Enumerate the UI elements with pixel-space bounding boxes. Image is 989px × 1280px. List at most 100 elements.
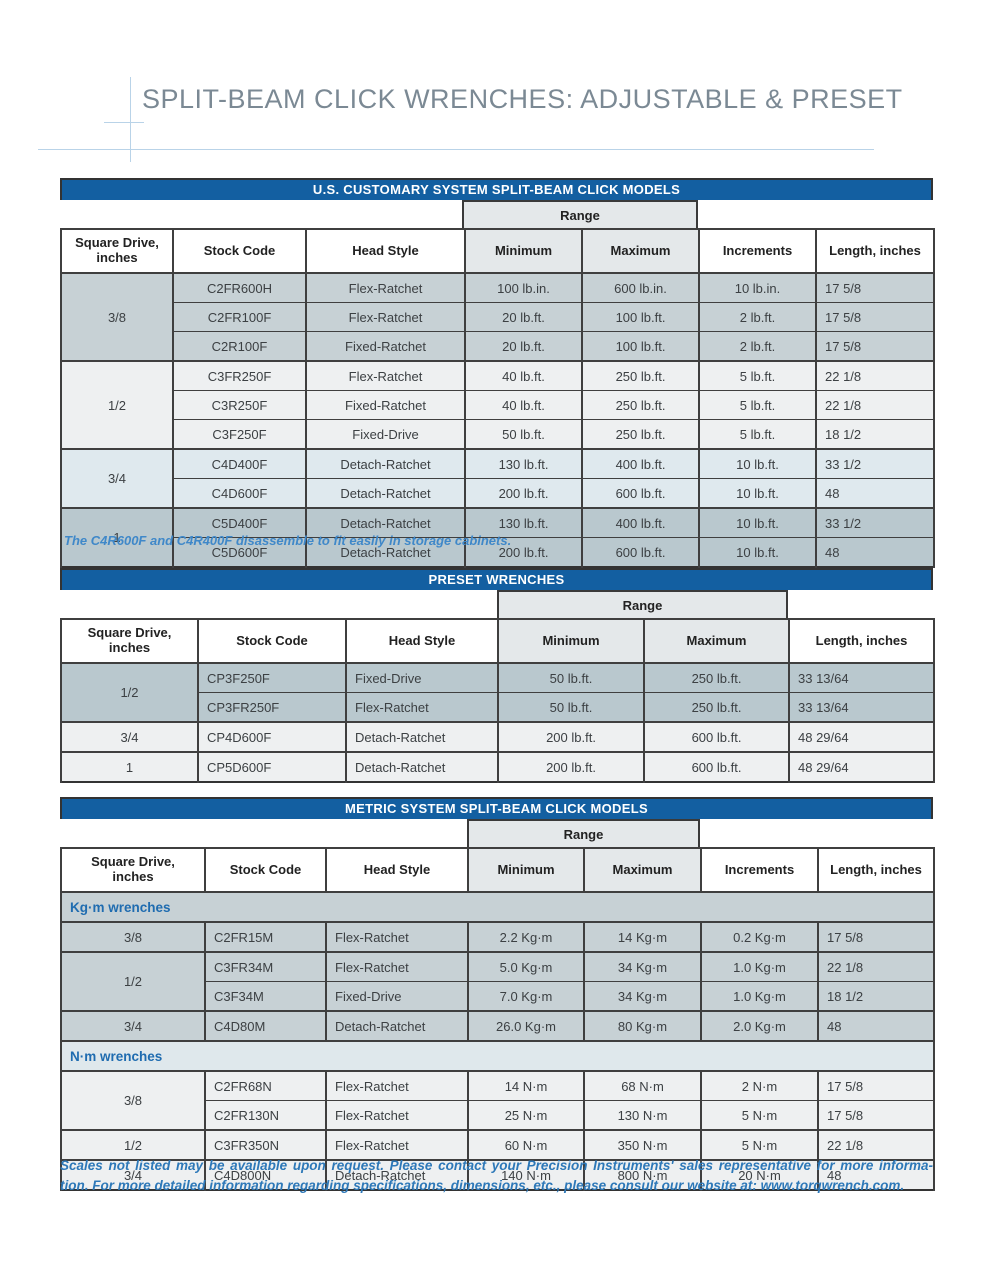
maximum-cell: 800 N·m xyxy=(583,1159,702,1191)
head-style-cell: Detach-Ratchet xyxy=(305,537,466,568)
unit-section-label: N·m wrenches xyxy=(60,1040,935,1072)
length-inches-cell: 18 1/2 xyxy=(815,419,935,450)
table-row: 3/4 C4D800N Detach-Ratchet 140 N·m 800 N·m 20… xyxy=(60,1159,935,1191)
column-header-row: Square Drive, inches Stock Code Head Style… xyxy=(60,847,935,893)
increments-cell: 2 lb.ft. xyxy=(698,331,817,362)
maximum-cell: 250 lb.ft. xyxy=(643,692,790,723)
head-style-cell: Fixed-Drive xyxy=(345,662,499,693)
increments-cell: 2.0 Kg·m xyxy=(700,1010,819,1042)
preset-title-bar: PRESET WRENCHES xyxy=(60,568,933,590)
head-style-cell: Flex-Ratchet xyxy=(325,1070,469,1101)
column-header-minimum: Minimum xyxy=(497,618,645,664)
stock-code-cell: CP5D600F xyxy=(197,751,347,783)
head-style-cell: Fixed-Drive xyxy=(325,981,469,1012)
square-drive-cell: 3/8 xyxy=(60,1070,206,1131)
maximum-cell: 350 N·m xyxy=(583,1129,702,1161)
square-drive-cell: 1/2 xyxy=(60,662,199,723)
head-style-cell: Detach-Ratchet xyxy=(325,1010,469,1042)
maximum-cell: 250 lb.ft. xyxy=(581,419,700,450)
table-row: 3/4 C4D80M Detach-Ratchet 26.0 Kg·m 80 Kg·m 2… xyxy=(60,1010,935,1042)
table-row: C5D600F Detach-Ratchet 200 lb.ft. 600 lb.ft… xyxy=(61,537,935,568)
length-inches-cell: 17 5/8 xyxy=(815,331,935,362)
column-header-maximum: Maximum xyxy=(581,228,700,274)
length-inches-cell: 33 13/64 xyxy=(788,692,935,723)
minimum-cell: 60 N·m xyxy=(467,1129,585,1161)
head-style-cell: Flex-Ratchet xyxy=(305,272,466,303)
square-drive-cell: 3/4 xyxy=(60,448,174,509)
increments-cell: 1.0 Kg·m xyxy=(700,951,819,982)
table-row: 3/8 C2FR600H Flex-Ratchet 100 lb.in. 600 lb.… xyxy=(60,272,935,362)
increments-cell: 10 lb.ft. xyxy=(698,537,817,568)
maximum-cell: 130 N·m xyxy=(583,1100,702,1131)
maximum-cell: 34 Kg·m xyxy=(583,951,702,982)
head-style-cell: Flex-Ratchet xyxy=(305,302,466,332)
increments-cell: 20 N·m xyxy=(700,1159,819,1191)
stock-code-cell: C2FR68N xyxy=(204,1070,327,1101)
head-style-cell: Flex-Ratchet xyxy=(325,951,469,982)
stock-code-cell: C2FR15M xyxy=(204,921,327,953)
minimum-cell: 20 lb.ft. xyxy=(464,302,583,332)
table-row: 1/2 CP3F250F Fixed-Drive 50 lb.ft. 250 lb.ft… xyxy=(60,662,935,723)
square-drive-cell: 1 xyxy=(60,751,199,783)
minimum-cell: 200 lb.ft. xyxy=(464,537,583,568)
maximum-cell: 600 lb.in. xyxy=(581,272,700,303)
table-row: 1/2 C3FR350N Flex-Ratchet 60 N·m 350 N·m 5 N·… xyxy=(60,1129,935,1161)
length-inches-cell: 22 1/8 xyxy=(815,390,935,420)
head-style-cell: Fixed-Ratchet xyxy=(305,331,466,362)
minimum-cell: 14 N·m xyxy=(467,1070,585,1101)
increments-cell: 5 N·m xyxy=(700,1100,819,1131)
head-style-cell: Detach-Ratchet xyxy=(345,721,499,753)
maximum-cell: 600 lb.ft. xyxy=(581,478,700,509)
table-row: C4D600F Detach-Ratchet 200 lb.ft. 600 lb.ft… xyxy=(61,478,935,509)
stock-code-cell: C4D800N xyxy=(204,1159,327,1191)
column-header-square-drive-inches: Square Drive, inches xyxy=(60,228,174,274)
increments-cell: 5 N·m xyxy=(700,1129,819,1161)
footer-website-url: www.torqwrench.com. xyxy=(760,1177,905,1193)
length-inches-cell: 17 5/8 xyxy=(817,1070,935,1101)
us-range-row: Range xyxy=(60,200,933,228)
footer-line2-text: tion. For more detailed information rega… xyxy=(60,1177,761,1193)
length-inches-cell: 48 xyxy=(815,537,935,568)
minimum-cell: 200 lb.ft. xyxy=(464,478,583,509)
minimum-cell: 26.0 Kg·m xyxy=(467,1010,585,1042)
preset-wrenches-section: PRESET WRENCHES Range Square Drive, inch… xyxy=(60,568,935,783)
us-customary-section: U.S. CUSTOMARY SYSTEM SPLIT-BEAM CLICK M… xyxy=(60,178,935,568)
minimum-cell: 2.2 Kg·m xyxy=(467,921,585,953)
column-header-row: Square Drive, inches Stock Code Head Style… xyxy=(60,618,935,664)
square-drive-cell: 3/4 xyxy=(60,1159,206,1191)
unit-section-row: Kg·m wrenches xyxy=(60,891,935,923)
square-drive-cell: 3/4 xyxy=(60,1010,206,1042)
maximum-cell: 80 Kg·m xyxy=(583,1010,702,1042)
minimum-cell: 130 lb.ft. xyxy=(464,448,583,479)
increments-cell: 10 lb.ft. xyxy=(698,448,817,479)
stock-code-cell: C5D400F xyxy=(172,507,307,538)
stock-code-cell: C3FR350N xyxy=(204,1129,327,1161)
maximum-cell: 100 lb.ft. xyxy=(581,302,700,332)
column-header-minimum: Minimum xyxy=(467,847,585,893)
length-inches-cell: 17 5/8 xyxy=(815,302,935,332)
disassemble-note: The C4R600F and C4R400F disassemble to f… xyxy=(64,533,512,548)
column-header-length-inches: Length, inches xyxy=(817,847,935,893)
column-header-length-inches: Length, inches xyxy=(815,228,935,274)
length-inches-cell: 17 5/8 xyxy=(817,1100,935,1131)
length-inches-cell: 33 1/2 xyxy=(815,448,935,479)
length-inches-cell: 22 1/8 xyxy=(815,360,935,391)
table-row: C2R100F Fixed-Ratchet 20 lb.ft. 100 lb.ft. 2… xyxy=(61,331,935,362)
maximum-cell: 34 Kg·m xyxy=(583,981,702,1012)
table-row: 1 C5D400F Detach-Ratchet 130 lb.ft. 400 lb.f… xyxy=(60,507,935,568)
column-header-increments: Increments xyxy=(700,847,819,893)
table-row: 3/4 C4D400F Detach-Ratchet 130 lb.ft. 400 lb… xyxy=(60,448,935,509)
minimum-cell: 50 lb.ft. xyxy=(497,692,645,723)
length-inches-cell: 18 1/2 xyxy=(817,981,935,1012)
column-header-stock-code: Stock Code xyxy=(172,228,307,274)
preset-range-row: Range xyxy=(60,590,933,618)
square-drive-cell: 1/2 xyxy=(60,951,206,1012)
maximum-cell: 600 lb.ft. xyxy=(581,537,700,568)
table-row: 1/2 C3FR34M Flex-Ratchet 5.0 Kg·m 34 Kg·m 1.0… xyxy=(60,951,935,1012)
maximum-cell: 600 lb.ft. xyxy=(643,751,790,783)
stock-code-cell: C5D600F xyxy=(172,537,307,568)
page-title: SPLIT-BEAM CLICK WRENCHES: ADJUSTABLE & … xyxy=(142,84,903,114)
length-inches-cell: 17 5/8 xyxy=(817,921,935,953)
minimum-cell: 130 lb.ft. xyxy=(464,507,583,538)
